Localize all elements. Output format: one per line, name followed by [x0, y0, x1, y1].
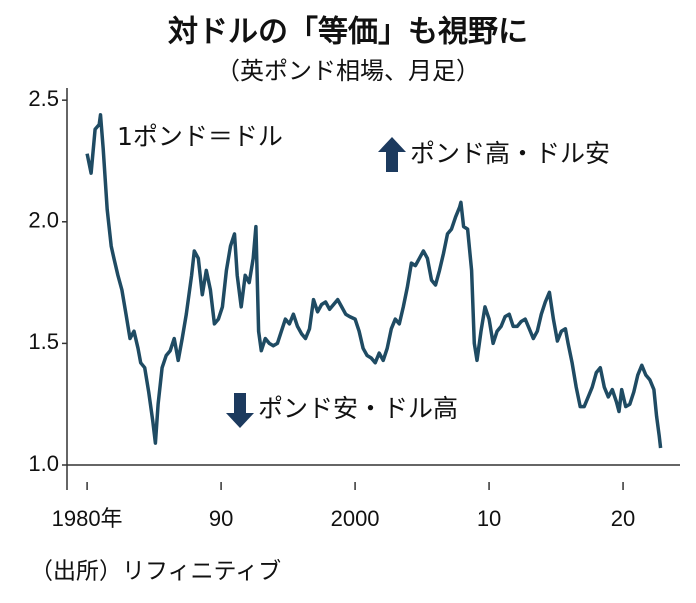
x-tick-label: 90: [209, 506, 233, 531]
annotation: 1ポンド＝ドル: [117, 122, 283, 151]
x-tick-label: 10: [477, 506, 501, 531]
x-tick-label: 2000: [331, 506, 380, 531]
x-tick-label: 20: [611, 506, 635, 531]
y-tick-label: 1.0: [28, 451, 59, 476]
price-line: [85, 113, 663, 449]
annotation: ポンド高・ドル安: [410, 139, 610, 168]
y-tick-label: 2.5: [28, 86, 59, 111]
y-tick-label: 2.0: [28, 208, 59, 233]
chart-title: 対ドルの「等価」も視野に: [168, 15, 528, 50]
down-arrow: [226, 393, 254, 428]
up-arrow: [378, 137, 406, 172]
source: （出所）リフィニティブ: [30, 559, 281, 585]
annotation: ポンド安・ドル高: [258, 394, 458, 423]
x-tick-label: 1980年: [52, 506, 123, 531]
y-tick-label: 1.5: [28, 329, 59, 354]
chart-subtitle: （英ポンド相場、月足）: [216, 57, 480, 85]
